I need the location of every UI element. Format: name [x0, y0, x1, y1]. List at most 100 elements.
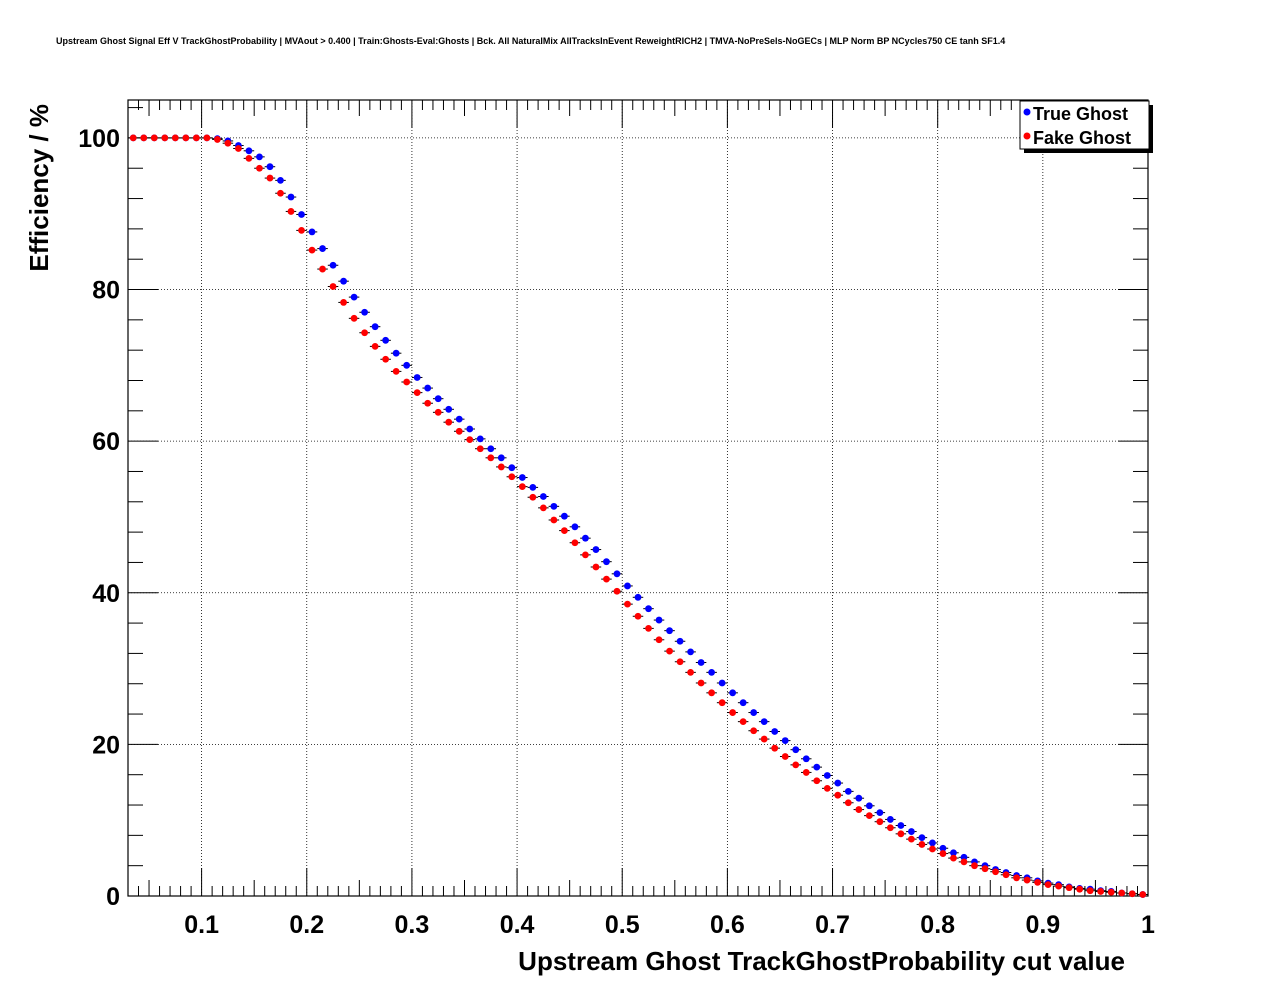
data-point [340, 277, 347, 285]
data-point [929, 845, 936, 853]
data-point [287, 193, 295, 201]
data-point [1139, 891, 1147, 898]
data-point [634, 612, 642, 620]
data-point [855, 794, 863, 802]
data-point [950, 849, 957, 857]
chart-title: Upstream Ghost Signal Eff V TrackGhostPr… [56, 36, 1005, 46]
data-point [1013, 874, 1020, 882]
data-point [876, 809, 884, 817]
plot-frame [127, 99, 1149, 897]
data-point [1023, 876, 1031, 884]
data-point [1044, 881, 1052, 889]
data-point [213, 136, 221, 143]
data-point [1076, 885, 1084, 893]
data-point [371, 323, 379, 331]
data-point [560, 512, 568, 520]
data-point [413, 389, 421, 397]
data-point [1097, 888, 1105, 895]
data-point [256, 164, 263, 172]
data-point [182, 134, 190, 142]
x-tick-label-7: 0.8 [920, 911, 955, 939]
data-point [655, 636, 663, 644]
data-point [245, 147, 253, 155]
y-tick-labels: 0 20 40 60 80 100 [78, 125, 120, 911]
data-point [1065, 884, 1073, 892]
data-point [350, 293, 358, 301]
data-point [203, 134, 211, 142]
data-point [939, 850, 947, 857]
x-tick-label-9: 1 [1141, 911, 1155, 939]
data-point [371, 342, 379, 350]
data-point [319, 245, 326, 252]
data-point [981, 865, 989, 873]
data-point [150, 134, 158, 142]
data-point [582, 551, 589, 559]
data-point [802, 769, 810, 776]
data-point [582, 534, 589, 542]
data-point [340, 299, 347, 306]
data-point [750, 709, 758, 716]
data-point [844, 799, 852, 807]
data-point [413, 374, 421, 381]
y-tick-label-3: 60 [92, 428, 120, 456]
data-point [308, 246, 316, 254]
data-point [277, 176, 284, 184]
grid-lines [128, 100, 1148, 896]
data-point [813, 763, 821, 771]
data-point [287, 208, 295, 215]
legend-marker-true-ghost [1023, 108, 1031, 116]
x-tick-label-5: 0.6 [710, 911, 745, 939]
data-point [361, 329, 368, 337]
data-point [455, 415, 463, 423]
data-point [750, 727, 758, 735]
y-tick-label-0: 0 [106, 883, 120, 911]
data-point [445, 418, 453, 426]
data-point [603, 575, 610, 583]
data-point [992, 868, 999, 876]
data-point [298, 226, 305, 234]
legend-label-true-ghost: True Ghost [1033, 104, 1128, 124]
data-point [687, 668, 694, 676]
data-point [298, 211, 305, 218]
data-point [508, 473, 516, 481]
data-point [487, 445, 495, 453]
data-point [403, 378, 411, 386]
data-points [128, 134, 1148, 898]
data-point [466, 436, 474, 444]
data-point [739, 699, 747, 707]
legend: True Ghost Fake Ghost [1019, 100, 1153, 153]
data-point [350, 314, 358, 322]
data-point [760, 735, 768, 743]
data-point [624, 600, 631, 608]
data-point [971, 862, 978, 870]
data-point [256, 153, 263, 161]
data-point [518, 474, 526, 481]
data-point [834, 791, 842, 799]
data-point [382, 355, 390, 363]
data-point [908, 828, 915, 835]
data-point [865, 802, 873, 810]
data-point [897, 830, 905, 838]
data-point [192, 134, 200, 142]
data-point [508, 464, 516, 472]
data-point [434, 395, 442, 403]
data-point [424, 399, 432, 407]
x-tick-label-8: 0.9 [1025, 911, 1060, 939]
data-point [697, 679, 705, 687]
data-point [392, 349, 400, 357]
data-point [329, 283, 337, 290]
data-point [161, 134, 169, 142]
data-point [603, 558, 610, 566]
x-tick-label-4: 0.5 [605, 911, 640, 939]
data-point [329, 261, 337, 269]
legend-box [1019, 100, 1150, 150]
data-point [781, 753, 789, 760]
data-point [487, 454, 495, 462]
data-point [403, 361, 411, 369]
data-point [697, 659, 705, 666]
data-point [224, 139, 232, 147]
data-point [834, 779, 842, 787]
data-point [476, 445, 484, 453]
series-fake-ghost [128, 134, 1148, 898]
data-point [613, 570, 621, 578]
